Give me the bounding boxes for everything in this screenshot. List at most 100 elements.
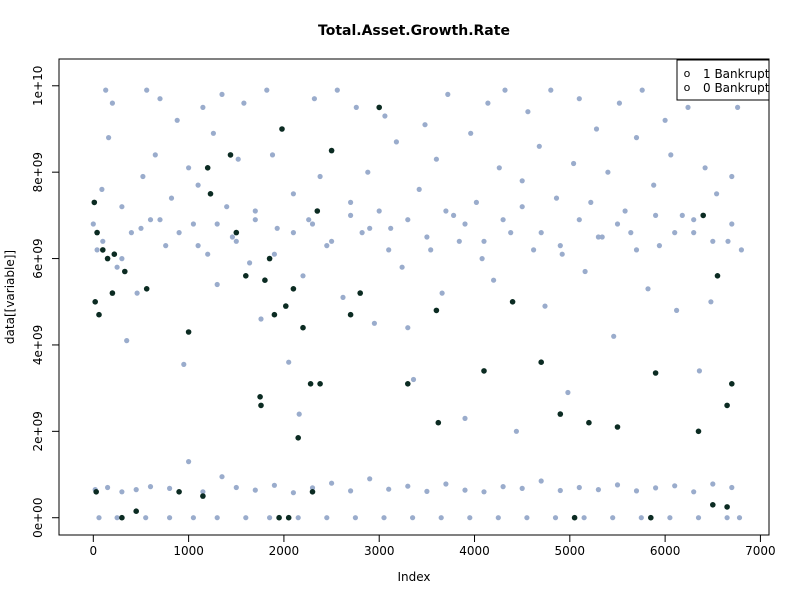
data-point-bankrupt-0 (611, 333, 617, 339)
data-point-bankrupt-0 (147, 217, 154, 223)
data-point-bankrupt-0 (381, 515, 387, 521)
y-tick-label: 4e+09 (31, 325, 45, 365)
data-point-bankrupt-0 (691, 217, 697, 223)
data-point-bankrupt-0 (691, 489, 697, 495)
data-point-bankrupt-0 (176, 230, 182, 236)
data-point-bankrupt-0 (599, 234, 605, 240)
data-point-bankrupt-0 (133, 487, 139, 493)
data-point-bankrupt-1 (300, 324, 306, 331)
data-point-bankrupt-0 (438, 515, 444, 521)
data-point-bankrupt-0 (119, 489, 125, 495)
data-point-bankrupt-0 (565, 389, 571, 396)
data-point-bankrupt-1 (96, 311, 102, 318)
data-point-bankrupt-1 (285, 514, 292, 521)
data-point-bankrupt-0 (163, 243, 169, 249)
data-point-bankrupt-0 (500, 484, 506, 490)
data-point-bankrupt-1 (307, 381, 314, 387)
data-point-bankrupt-1 (207, 191, 214, 197)
data-point-bankrupt-0 (633, 247, 640, 253)
data-point-bankrupt-0 (485, 100, 491, 106)
data-point-bankrupt-0 (376, 208, 382, 214)
data-point-bankrupt-1 (257, 394, 263, 400)
data-point-bankrupt-0 (365, 169, 371, 175)
data-point-bankrupt-0 (672, 483, 678, 489)
data-point-bankrupt-0 (286, 359, 292, 365)
data-point-bankrupt-0 (267, 515, 273, 521)
data-point-bankrupt-0 (334, 87, 340, 93)
data-point-bankrupt-1 (328, 147, 335, 154)
data-point-bankrupt-0 (538, 478, 544, 484)
plot-frame (58, 58, 770, 536)
data-point-bankrupt-0 (433, 156, 439, 162)
x-axis: 0 1000 2000 3000 4000 5000 6000 7000 (89, 534, 776, 558)
data-point-bankrupt-0 (329, 480, 335, 486)
data-point-bankrupt-1 (695, 428, 702, 435)
data-point-bankrupt-0 (200, 489, 206, 495)
data-point-bankrupt-0 (317, 173, 323, 180)
data-point-bankrupt-0 (729, 173, 735, 180)
data-point-bankrupt-0 (467, 515, 473, 521)
data-point-bankrupt-0 (639, 87, 645, 93)
data-point-bankrupt-0 (235, 156, 241, 162)
data-point-bankrupt-0 (702, 165, 708, 171)
data-points (90, 87, 745, 521)
data-point-bankrupt-0 (553, 195, 560, 201)
data-point-bankrupt-0 (559, 251, 565, 257)
x-tick-label: 6000 (650, 544, 681, 558)
data-point-bankrupt-0 (576, 484, 582, 491)
data-point-bankrupt-0 (614, 221, 621, 227)
data-point-bankrupt-0 (605, 169, 611, 175)
data-point-bankrupt-0 (252, 487, 258, 493)
data-point-bankrupt-0 (502, 87, 508, 93)
data-point-bankrupt-0 (495, 515, 501, 521)
data-point-bankrupt-1 (94, 229, 100, 236)
data-point-bankrupt-0 (491, 277, 497, 283)
data-point-bankrupt-0 (714, 191, 720, 197)
data-point-bankrupt-1 (266, 255, 273, 262)
data-point-bankrupt-0 (274, 225, 280, 231)
chart-title: Total.Asset.Growth.Rate (318, 23, 510, 39)
data-point-bankrupt-0 (668, 152, 674, 158)
data-point-bankrupt-1 (538, 359, 544, 366)
data-point-bankrupt-1 (648, 514, 654, 521)
data-point-bankrupt-0 (114, 515, 120, 521)
data-point-bankrupt-0 (729, 221, 735, 227)
data-point-bankrupt-0 (309, 485, 316, 491)
data-point-bankrupt-0 (582, 268, 588, 275)
data-point-bankrupt-1 (233, 229, 240, 236)
data-point-bankrupt-0 (94, 247, 100, 253)
data-point-bankrupt-0 (410, 515, 416, 521)
y-tick-label: 8e+09 (31, 152, 45, 192)
data-point-bankrupt-0 (271, 251, 277, 257)
data-point-bankrupt-0 (422, 122, 428, 128)
x-tick-label: 1000 (173, 544, 204, 558)
data-point-bankrupt-0 (576, 96, 582, 102)
data-point-bankrupt-0 (571, 160, 577, 167)
data-point-bankrupt-1 (109, 290, 116, 296)
data-point-bankrupt-0 (393, 139, 399, 145)
data-point-bankrupt-0 (481, 238, 487, 244)
data-point-bankrupt-0 (542, 303, 548, 309)
data-point-bankrupt-0 (708, 299, 714, 305)
data-point-bankrupt-0 (473, 199, 479, 205)
data-point-bankrupt-0 (296, 411, 302, 417)
data-point-bankrupt-0 (638, 515, 644, 521)
y-tick-label: 6e+09 (31, 238, 45, 278)
data-point-bankrupt-0 (119, 204, 125, 210)
data-point-bankrupt-1 (100, 247, 106, 253)
data-point-bankrupt-0 (614, 482, 621, 488)
data-point-bankrupt-0 (662, 117, 668, 123)
data-point-bankrupt-0 (576, 217, 582, 223)
data-point-bankrupt-0 (186, 459, 192, 465)
data-point-bankrupt-0 (593, 126, 600, 132)
legend-label-1-bankrupt: 1 Bankrupt (703, 67, 770, 81)
data-point-bankrupt-0 (416, 186, 422, 192)
data-point-bankrupt-0 (500, 217, 506, 223)
data-point-bankrupt-0 (536, 143, 542, 149)
data-point-bankrupt-1 (729, 381, 735, 387)
data-point-bankrupt-0 (548, 87, 554, 93)
legend-box (676, 59, 770, 101)
y-tick-label: 0e+00 (31, 498, 45, 538)
data-point-bankrupt-0 (428, 247, 434, 253)
